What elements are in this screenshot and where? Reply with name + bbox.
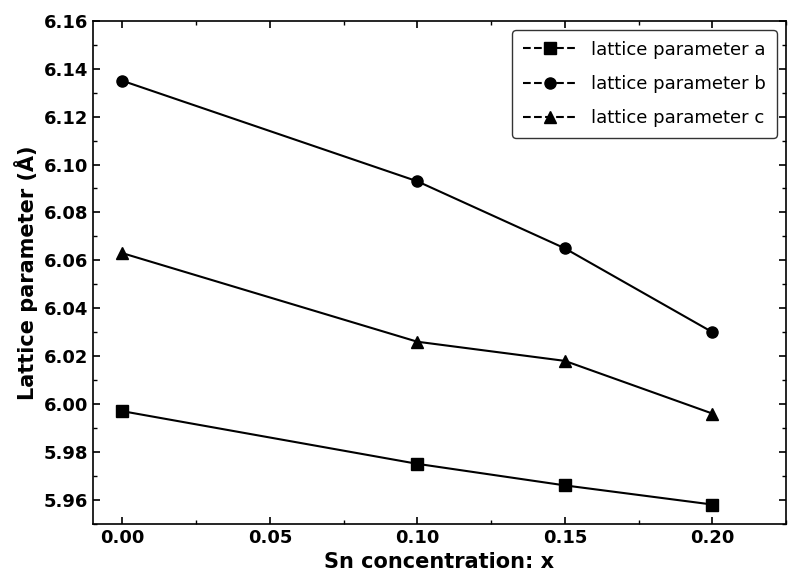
lattice parameter b <box>707 329 717 336</box>
Line: lattice parameter a: lattice parameter a <box>117 406 718 510</box>
X-axis label: Sn concentration: x: Sn concentration: x <box>324 552 554 572</box>
lattice parameter a <box>118 408 127 415</box>
lattice parameter b <box>118 77 127 84</box>
Legend: lattice parameter a, lattice parameter b, lattice parameter c: lattice parameter a, lattice parameter b… <box>512 30 777 138</box>
lattice parameter c <box>413 338 422 345</box>
lattice parameter a <box>413 461 422 468</box>
lattice parameter c <box>118 250 127 257</box>
Y-axis label: Lattice parameter (Å): Lattice parameter (Å) <box>14 145 38 400</box>
Line: lattice parameter c: lattice parameter c <box>117 247 718 419</box>
lattice parameter b <box>560 245 570 252</box>
lattice parameter a <box>560 482 570 489</box>
lattice parameter c <box>560 357 570 364</box>
lattice parameter c <box>707 410 717 417</box>
Line: lattice parameter b: lattice parameter b <box>117 75 718 338</box>
lattice parameter a <box>707 501 717 508</box>
lattice parameter b <box>413 178 422 185</box>
